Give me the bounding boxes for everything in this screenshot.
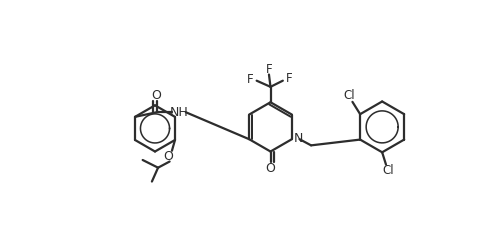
Text: Cl: Cl — [344, 89, 355, 102]
Text: O: O — [163, 150, 173, 163]
Text: N: N — [293, 132, 302, 145]
Text: NH: NH — [169, 106, 188, 119]
Text: F: F — [266, 63, 273, 76]
Text: Cl: Cl — [382, 164, 394, 177]
Text: F: F — [286, 72, 292, 85]
Text: O: O — [152, 89, 162, 102]
Text: F: F — [247, 73, 254, 86]
Text: O: O — [266, 162, 275, 175]
